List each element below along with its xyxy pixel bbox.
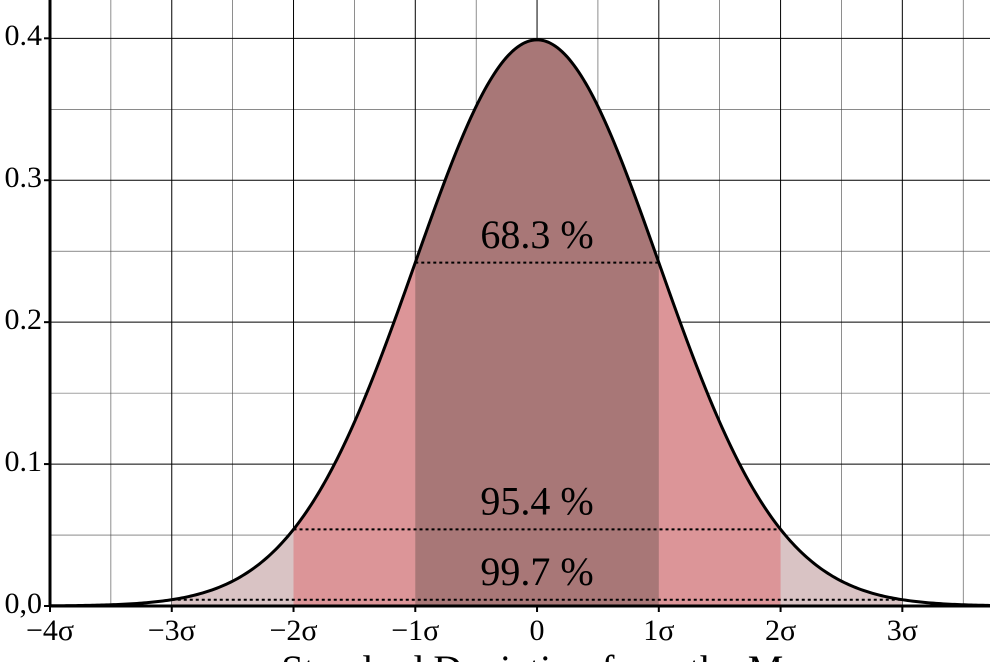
region-label: 95.4 % [480, 479, 593, 524]
x-tick-label: −1σ [391, 614, 439, 647]
density-curve [49, 38, 990, 608]
x-tick-label: −4σ [26, 614, 74, 647]
x-tick-label: 2σ [765, 614, 796, 647]
region-area [415, 39, 659, 606]
region-label: 68.3 % [480, 212, 593, 257]
x-tick-label: −3σ [148, 614, 196, 647]
region-label: 99.7 % [480, 549, 593, 594]
x-axis-label: Standard Deviation from the Mean [281, 647, 839, 662]
overlay: −4σ −3σ −2σ −1σ 0 1σ 2σ 3σ 0,0 0.1 0.2 0.3 0.4 99.7 %… [5, 0, 990, 647]
x-tick-label: 1σ [643, 614, 674, 647]
x-tick-label: 3σ [887, 614, 918, 647]
x-tick-label: −2σ [269, 614, 317, 647]
y-tick-label: 0.2 [5, 303, 43, 336]
regions [171, 39, 903, 606]
x-tick-label: 0 [530, 614, 545, 647]
y-tick-label: 0.1 [5, 445, 43, 478]
y-tick-label: 0.3 [5, 161, 43, 194]
y-tick-label: 0,0 [5, 587, 43, 620]
y-tick-label: 0.4 [5, 19, 43, 52]
